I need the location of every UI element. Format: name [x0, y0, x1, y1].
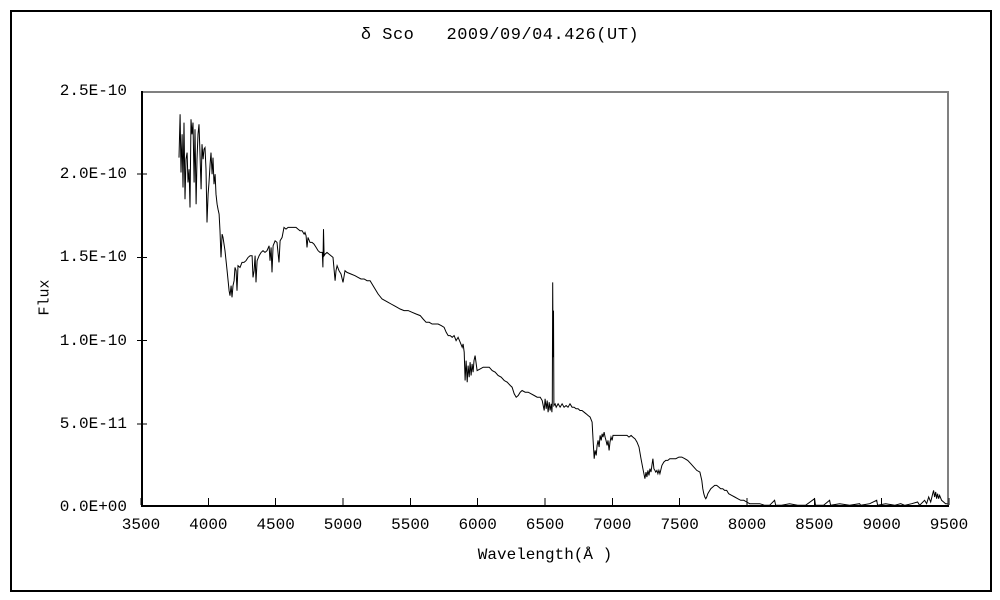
x-axis-title: Wavelength(Å ) — [477, 546, 613, 564]
x-tick-label: 6000 — [458, 516, 497, 534]
figure-border — [10, 10, 992, 592]
x-tick-label: 5000 — [323, 516, 363, 534]
y-tick-label: 2.0E-10 — [59, 165, 127, 184]
y-tick-label: 5.0E-11 — [59, 414, 127, 433]
x-tick-label: 9000 — [862, 516, 901, 534]
x-tick-label: 4000 — [189, 516, 228, 534]
y-tick-label: 1.5E-10 — [59, 248, 127, 267]
spectrum-line — [178, 114, 948, 507]
x-tick-label: 7500 — [660, 516, 699, 534]
chart-title: δ Sco 2009/09/04.426(UT) — [360, 26, 640, 45]
plot-area — [137, 91, 950, 507]
x-tick-label: 8000 — [727, 516, 767, 534]
y-tick-label: 0.0E+00 — [59, 498, 127, 516]
x-tick-label: 7000 — [593, 516, 632, 534]
y-tick-label: 2.5E-10 — [59, 82, 127, 100]
x-tick-label: 8500 — [795, 516, 834, 534]
x-tick-label: 6500 — [525, 516, 565, 534]
x-tick-label: 4500 — [256, 516, 295, 534]
x-tick-label: 9500 — [929, 516, 969, 534]
x-tick-label: 5500 — [391, 516, 430, 534]
y-axis-title: Flux — [36, 279, 54, 316]
x-tick-label: 3500 — [121, 516, 161, 534]
y-tick-label: 1.0E-10 — [59, 331, 127, 350]
